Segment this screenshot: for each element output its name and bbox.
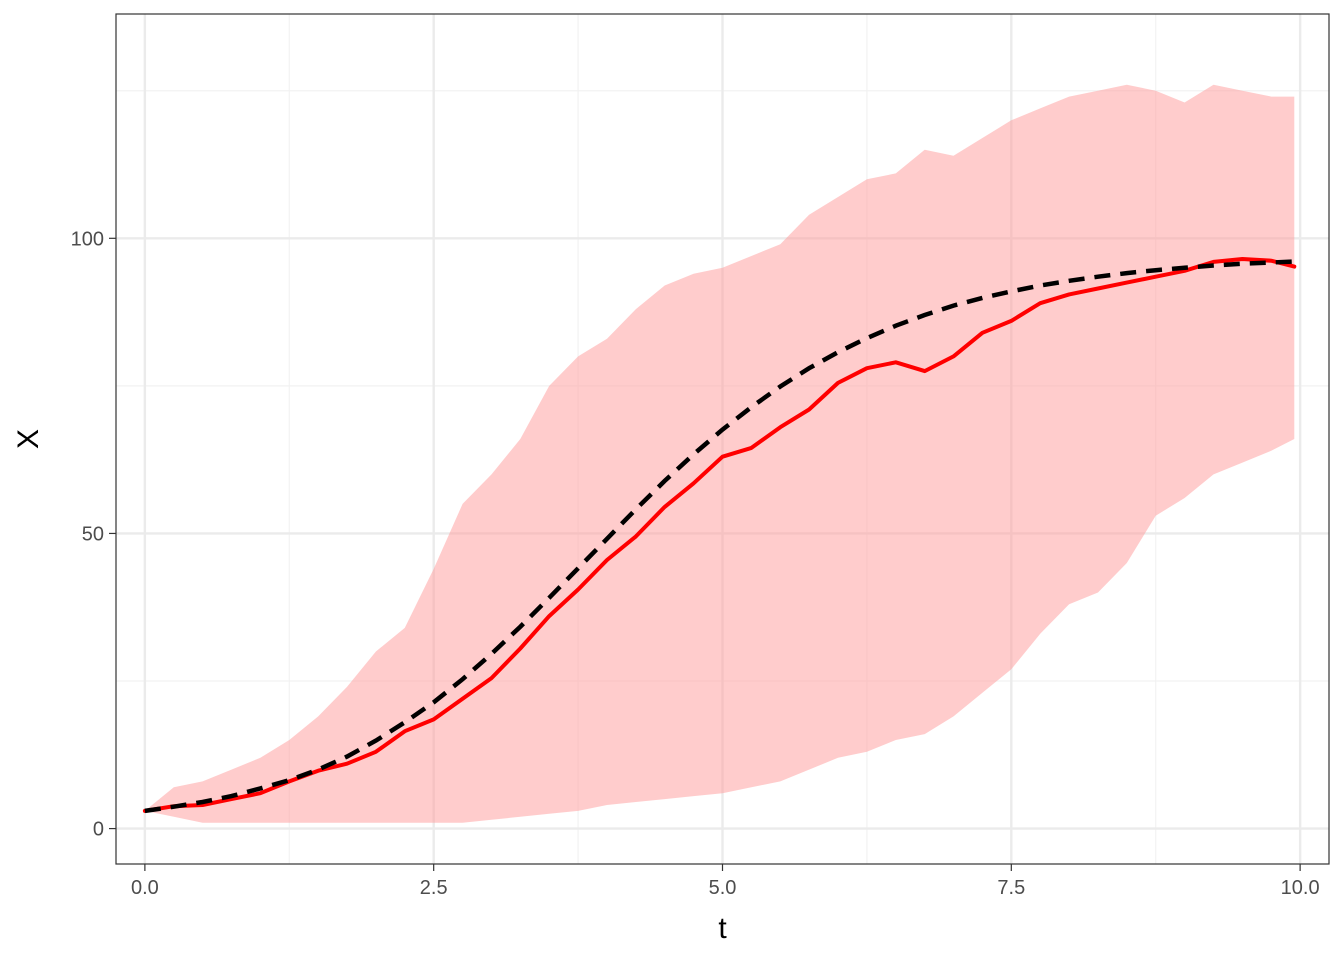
x-tick-label: 0.0 bbox=[131, 877, 159, 899]
y-tick-label: 50 bbox=[82, 523, 104, 545]
x-tick-label: 7.5 bbox=[997, 877, 1025, 899]
y-tick-labels: 0 50 100 bbox=[71, 228, 104, 840]
mean-line bbox=[142, 257, 1297, 813]
x-tick-label: 5.0 bbox=[709, 877, 737, 899]
reference-dashed-line bbox=[144, 259, 1301, 814]
x-tick-label: 10.0 bbox=[1281, 877, 1320, 899]
x-tick-labels: 0.0 2.5 5.0 7.5 10.0 bbox=[131, 877, 1320, 899]
axis-ticks bbox=[109, 237, 1301, 871]
x-axis-title: t bbox=[718, 912, 727, 945]
confidence-band bbox=[144, 84, 1295, 823]
y-axis-title: X bbox=[12, 429, 45, 449]
y-tick-label: 100 bbox=[71, 228, 104, 250]
x-tick-label: 2.5 bbox=[420, 877, 448, 899]
plot-marks bbox=[142, 84, 1301, 823]
y-tick-label: 0 bbox=[93, 819, 104, 841]
